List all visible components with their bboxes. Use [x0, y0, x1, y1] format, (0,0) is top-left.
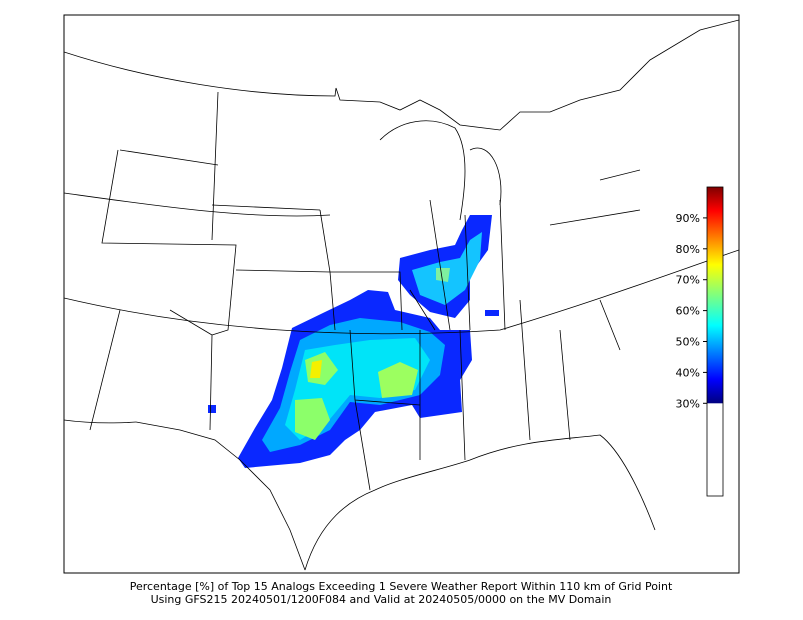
caption-line: Using GFS215 20240501/1200F084 and Valid… [151, 593, 612, 606]
colorbar-tick-label: 40% [676, 366, 700, 379]
geography [64, 19, 739, 571]
map [64, 19, 739, 571]
colorbar-fill [707, 187, 723, 404]
colorbar-tick-label: 90% [676, 212, 700, 225]
colorbar-tick-label: 30% [676, 397, 700, 410]
colorbar-tick-label: 50% [676, 336, 700, 349]
colorbar-tick-label: 70% [676, 274, 700, 287]
caption-line: Percentage [%] of Top 15 Analogs Exceedi… [130, 580, 673, 593]
shading [208, 215, 499, 468]
colorbar: 30% 40% 50% 60% 70% 80% 90% [676, 186, 724, 497]
colorbar-tick-label: 60% [676, 305, 700, 318]
map-frame [63, 14, 740, 574]
colorbar-tick-label: 80% [676, 243, 700, 256]
